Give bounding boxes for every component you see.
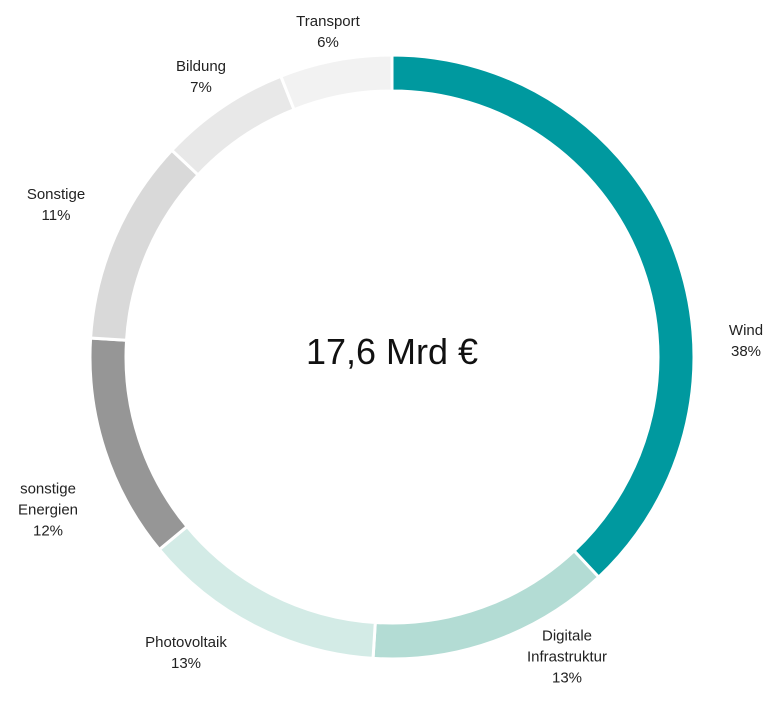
value-label: 38% xyxy=(730,343,762,360)
donut-segment xyxy=(88,336,190,552)
donut-segment xyxy=(89,148,201,342)
donut-segment xyxy=(278,53,394,112)
category-name: sonstige Energien xyxy=(17,480,79,519)
segment-label: Sonstige 11% xyxy=(27,184,85,226)
segment-label: Wind 38% xyxy=(729,320,763,362)
value-label: 13% xyxy=(551,669,583,687)
segment-label: Transport 6% xyxy=(296,11,360,53)
value-label: 7% xyxy=(190,79,212,96)
value-label: 11% xyxy=(41,207,71,224)
segment-label: Digitale Infrastruktur 13% xyxy=(517,626,617,689)
segment-label: Photovoltaik 13% xyxy=(145,632,227,674)
value-label: 6% xyxy=(317,34,339,51)
category-name: Wind xyxy=(728,322,764,339)
segment-label: Bildung 7% xyxy=(176,56,226,98)
category-name: Bildung xyxy=(175,58,227,75)
category-name: Photovoltaik xyxy=(145,634,227,651)
center-label: 17,6 Mrd € xyxy=(305,331,479,372)
value-label: 13% xyxy=(170,655,202,672)
value-label: 12% xyxy=(32,522,64,540)
category-name: Transport xyxy=(296,13,360,30)
donut-segment xyxy=(390,53,696,580)
category-name: Sonstige xyxy=(26,186,86,203)
segment-label: sonstige Energien 12% xyxy=(11,479,86,542)
category-name: Digitale Infrastruktur xyxy=(526,627,608,666)
